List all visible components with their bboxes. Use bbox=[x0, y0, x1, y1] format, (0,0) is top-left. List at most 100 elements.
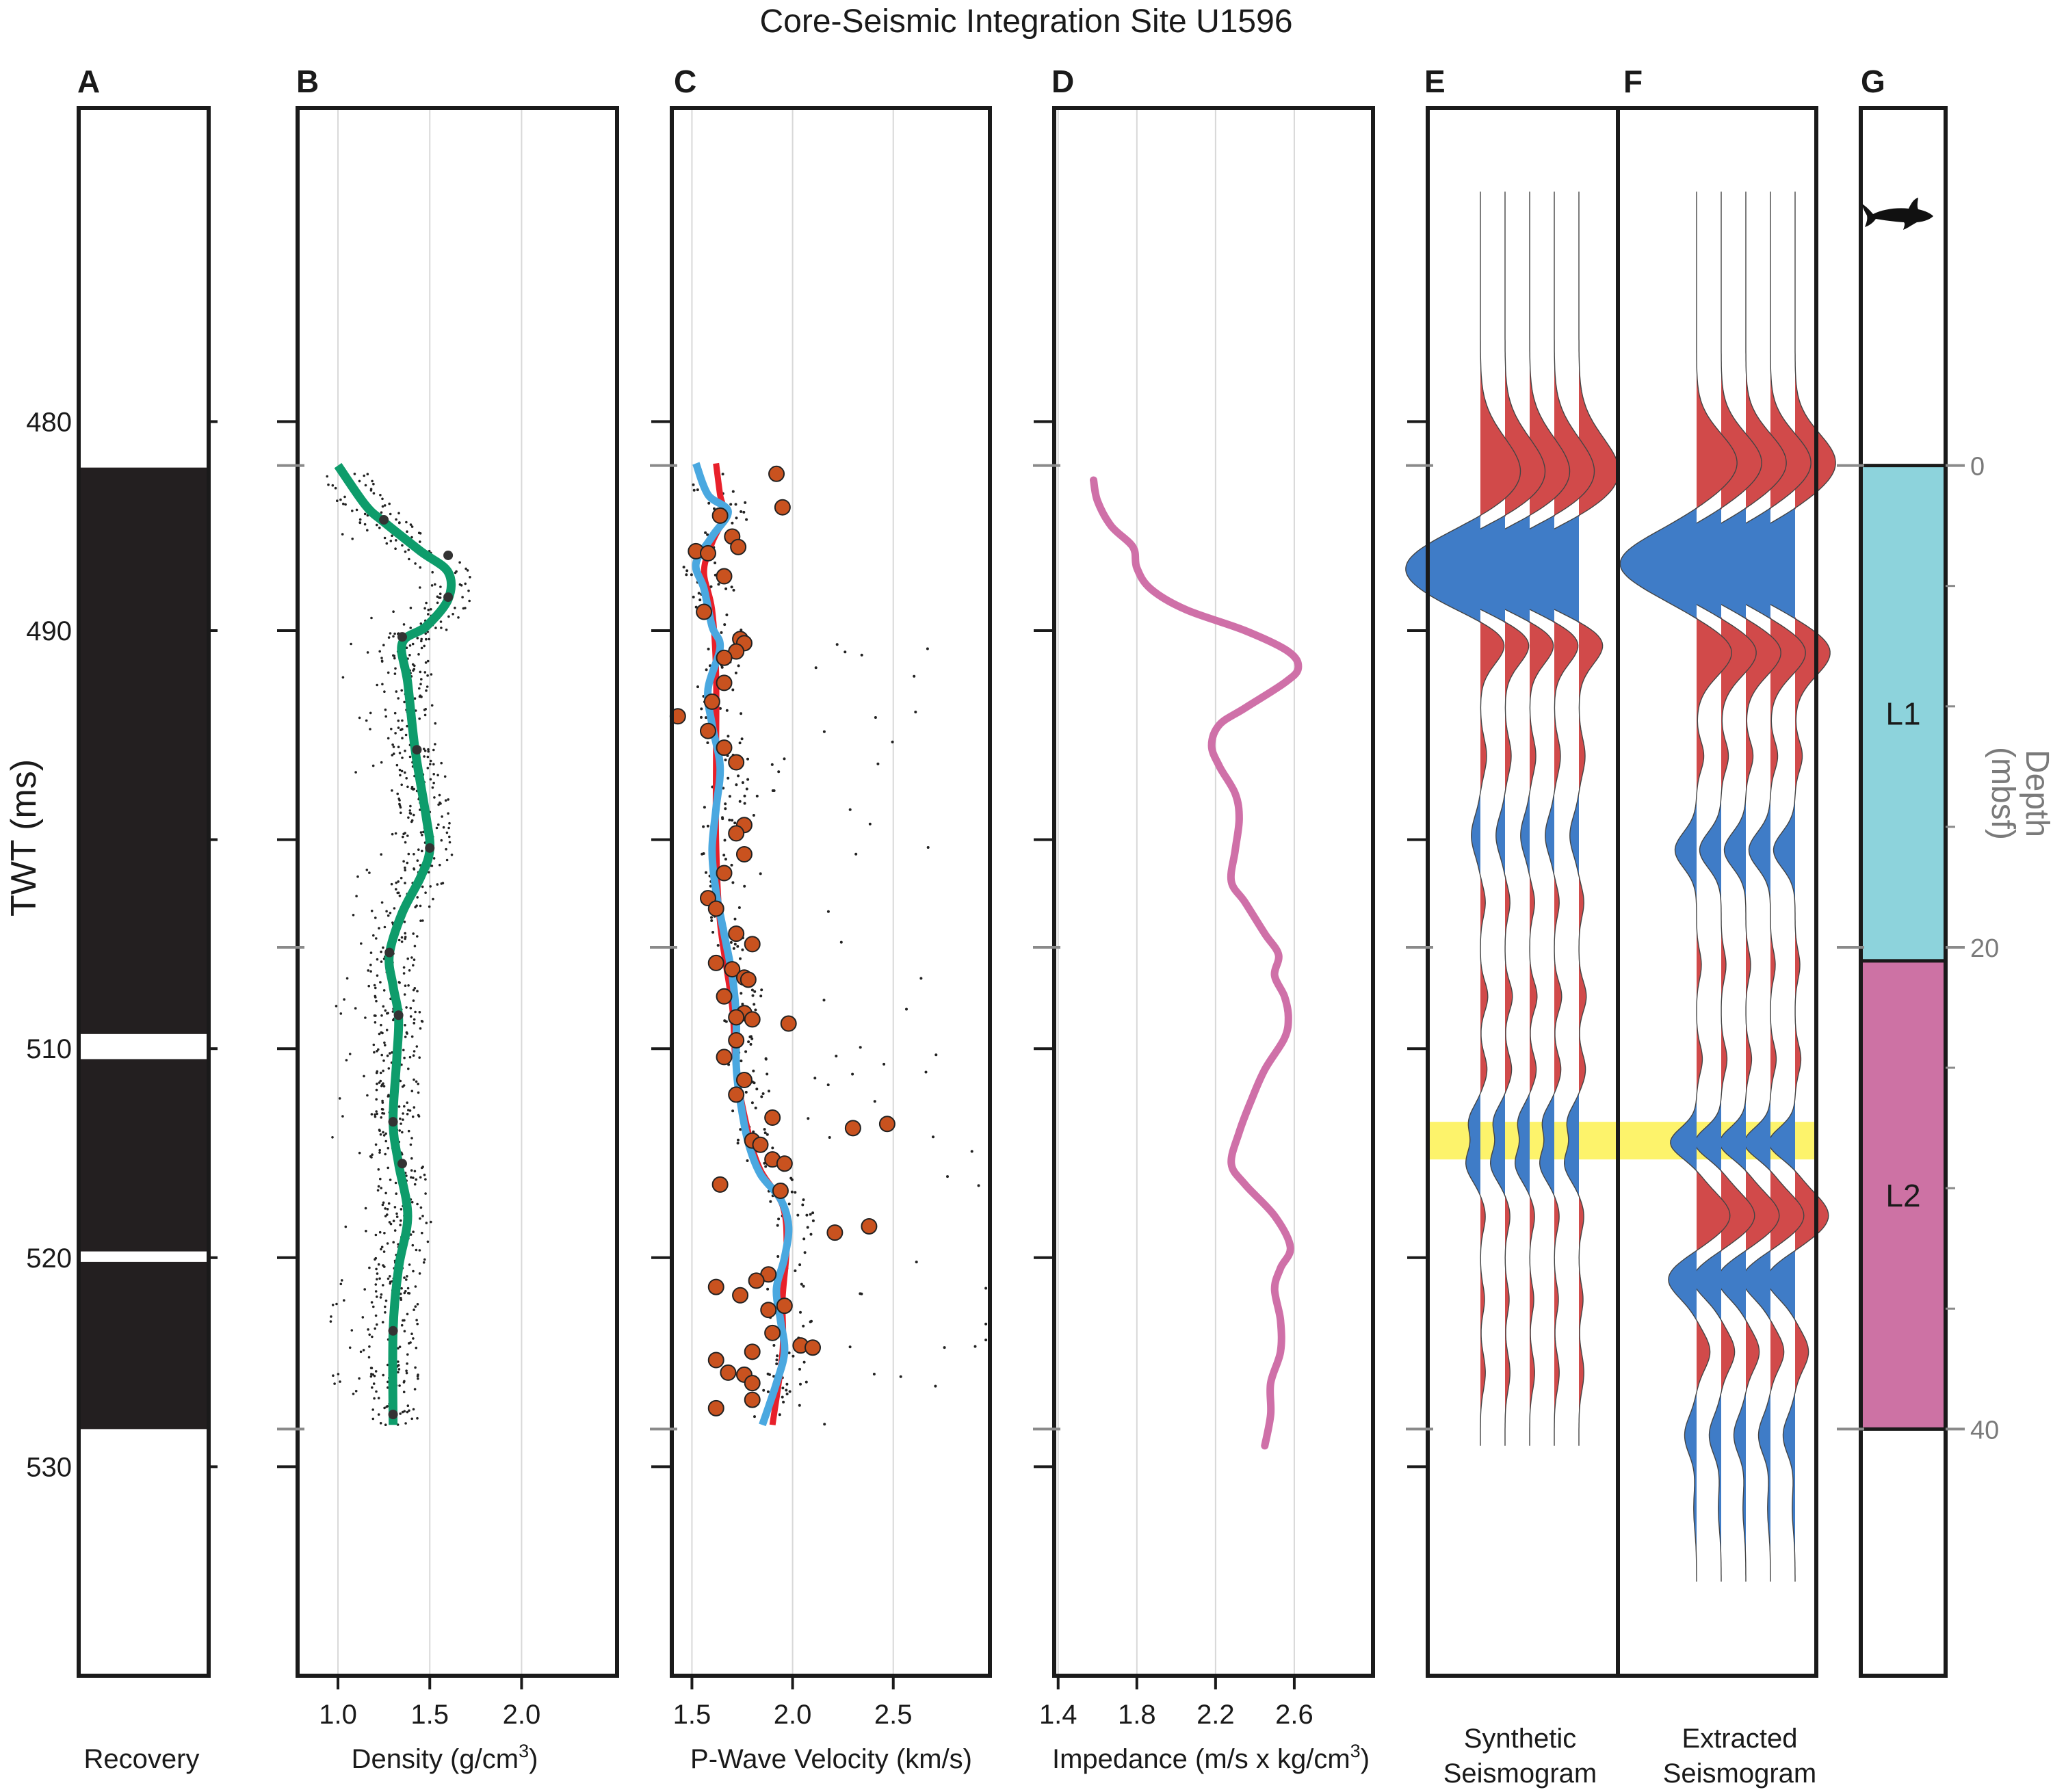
x-tick-label: 1.8 bbox=[1118, 1700, 1156, 1730]
density-sample bbox=[375, 1098, 378, 1101]
density-sample bbox=[388, 502, 391, 505]
density-sample bbox=[448, 835, 451, 839]
density-sample bbox=[404, 841, 407, 844]
velocity-sample bbox=[822, 730, 826, 733]
seismic-trace bbox=[1479, 192, 1595, 1446]
density-sample bbox=[406, 1410, 409, 1414]
velocity-sample bbox=[943, 1346, 946, 1349]
density-sample bbox=[398, 1345, 402, 1348]
density-sample bbox=[378, 1230, 382, 1234]
seismic-trace bbox=[1430, 192, 1546, 1446]
density-sample bbox=[395, 1212, 398, 1215]
positive-lobe bbox=[1505, 192, 1545, 1446]
density-sample bbox=[380, 511, 383, 514]
velocity-sample bbox=[710, 916, 713, 919]
positive-lobe bbox=[1795, 192, 1836, 1582]
velocity-sample bbox=[763, 1128, 766, 1131]
density-sample bbox=[393, 1206, 397, 1209]
velocity-sample bbox=[835, 1055, 838, 1057]
velocity-sample bbox=[739, 1128, 742, 1131]
velocity-sample bbox=[759, 994, 763, 998]
velocity-sample bbox=[811, 1219, 815, 1222]
velocity-sample bbox=[731, 1109, 735, 1113]
density-sample bbox=[418, 1011, 421, 1014]
density-sample bbox=[419, 904, 422, 908]
y-tick-label: 530 bbox=[26, 1452, 72, 1482]
density-sample bbox=[419, 1217, 421, 1220]
x-tick-label: 2.2 bbox=[1197, 1700, 1235, 1730]
density-sample bbox=[440, 761, 443, 765]
velocity-sample bbox=[785, 1382, 789, 1386]
density-sample bbox=[402, 1391, 406, 1393]
velocity-sample bbox=[698, 598, 702, 602]
velocity-sample bbox=[851, 1072, 854, 1076]
density-sample bbox=[412, 932, 415, 935]
density-sample bbox=[380, 950, 382, 953]
velocity-sample bbox=[872, 1373, 876, 1375]
velocity-measurement bbox=[720, 1364, 737, 1381]
density-sample bbox=[447, 812, 449, 815]
density-sample bbox=[424, 632, 427, 635]
velocity-sample bbox=[766, 1133, 769, 1136]
velocity-sample bbox=[740, 629, 743, 632]
density-sample bbox=[404, 869, 406, 872]
density-sample bbox=[365, 869, 369, 871]
velocity-sample bbox=[777, 770, 781, 774]
unit-label: L1 bbox=[1885, 696, 1920, 732]
density-sample bbox=[458, 561, 461, 564]
seismic-trace bbox=[1619, 192, 1738, 1582]
x-tick-label: 2.0 bbox=[503, 1700, 541, 1730]
density-sample bbox=[415, 1319, 418, 1321]
unit-label: L2 bbox=[1885, 1178, 1920, 1213]
density-sample bbox=[430, 673, 433, 676]
density-sample bbox=[353, 473, 356, 475]
density-sample bbox=[436, 601, 439, 605]
seismic-trace bbox=[1669, 192, 1787, 1582]
density-sample bbox=[410, 525, 414, 528]
density-sample bbox=[400, 876, 403, 880]
density-sample bbox=[378, 1277, 381, 1280]
density-markers bbox=[379, 515, 454, 1419]
density-sample bbox=[419, 622, 423, 625]
velocity-sample bbox=[746, 757, 749, 761]
density-sample bbox=[432, 897, 434, 901]
negative-lobe bbox=[1669, 192, 1746, 1582]
density-sample bbox=[395, 690, 398, 693]
velocity-y-ticks bbox=[651, 420, 672, 1468]
velocity-frame bbox=[670, 106, 992, 1678]
velocity-sample bbox=[802, 1198, 805, 1202]
density-sample bbox=[410, 956, 413, 959]
density-sample bbox=[380, 1116, 382, 1119]
density-sample bbox=[420, 678, 423, 681]
density-sample bbox=[403, 1105, 406, 1108]
density-sample bbox=[341, 1115, 344, 1118]
density-sample bbox=[334, 486, 337, 490]
velocity-sample bbox=[798, 1367, 801, 1371]
panel-seismograms: Synthetic Seismogram Extracted Seismogra… bbox=[1405, 106, 1836, 1789]
density-sample bbox=[413, 1050, 416, 1053]
velocity-measurement bbox=[699, 544, 716, 562]
density-sample bbox=[364, 484, 367, 487]
density-sample bbox=[371, 1373, 374, 1376]
density-sample bbox=[365, 719, 368, 722]
velocity-sample bbox=[696, 685, 699, 689]
density-sample bbox=[358, 716, 361, 720]
density-sample bbox=[374, 1283, 378, 1286]
density-sample bbox=[341, 1279, 343, 1282]
velocity-sample bbox=[805, 1213, 809, 1217]
density-sample bbox=[387, 737, 390, 740]
density-sample bbox=[425, 689, 428, 692]
velocity-measurement bbox=[826, 1224, 844, 1241]
velocity-sample bbox=[848, 1345, 852, 1349]
x-tick-label: 2.5 bbox=[874, 1700, 913, 1730]
velocity-sample bbox=[743, 884, 746, 888]
velocity-sample bbox=[706, 533, 709, 536]
density-sample bbox=[344, 503, 347, 506]
density-sample bbox=[387, 671, 390, 674]
velocity-sample bbox=[868, 822, 872, 826]
velocity-sample bbox=[775, 1358, 779, 1362]
density-sample bbox=[354, 1007, 357, 1010]
impedance-axis-label: Impedance (m/s x kg/cm3) bbox=[1052, 1741, 1370, 1774]
density-sample bbox=[380, 1014, 383, 1017]
